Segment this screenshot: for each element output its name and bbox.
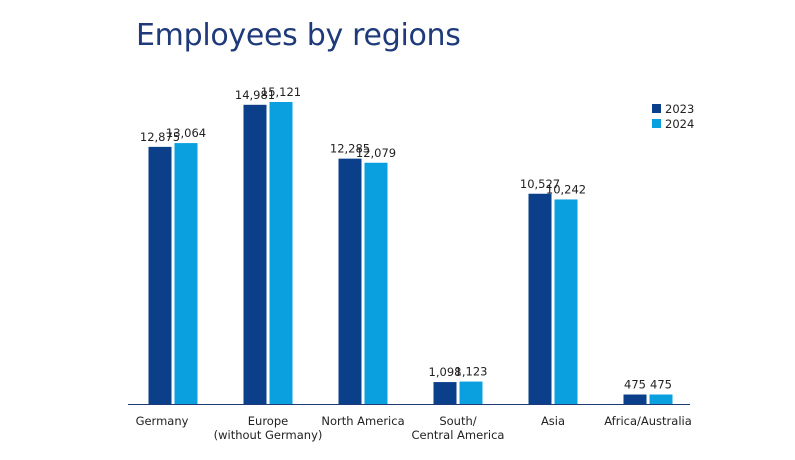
bar-2024-2 [364,162,388,404]
data-label-2024-0: 13,064 [166,126,206,140]
category-label-5: Africa/Australia [604,414,692,428]
bar-2023-3 [433,382,457,404]
data-label-2023-0: 12,875 [140,130,180,144]
data-label-2023-4: 10,527 [520,177,560,191]
data-label-2023-3: 1,098 [429,365,462,379]
category-label-0: Germany [136,414,189,428]
data-label-2024-5: 475 [650,378,672,392]
data-label-2024-3: 1,123 [455,365,488,379]
legend-label-2024: 2024 [665,117,694,131]
legend-swatch-2024 [652,119,661,128]
bar-2024-4 [554,199,578,404]
bar-2024-3 [459,381,483,404]
data-label-2023-1: 14,981 [235,88,275,102]
bar-2023-5 [623,394,647,404]
data-label-2024-4: 10,242 [546,182,586,196]
legend-label-2023: 2023 [665,102,694,116]
data-label-2023-2: 12,285 [330,142,370,156]
bar-2024-1 [269,102,293,404]
data-label-2023-5: 475 [624,378,646,392]
legend-swatch-2023 [652,104,661,113]
bar-2023-4 [528,193,552,404]
bar-2024-0 [174,143,198,404]
chart-title: Employees by regions [136,18,461,53]
category-label-4: Asia [541,414,565,428]
category-label-3: South/Central America [412,414,505,442]
data-label-2024-2: 12,079 [356,146,396,160]
bar-2023-1 [243,104,267,404]
bar-2024-5 [649,394,673,404]
data-label-2024-1: 15,121 [261,85,301,99]
category-label-1: Europe (without Germany) [214,414,323,442]
category-label-2: North America [321,414,404,428]
bar-2023-2 [338,158,362,404]
bar-2023-0 [148,146,172,405]
